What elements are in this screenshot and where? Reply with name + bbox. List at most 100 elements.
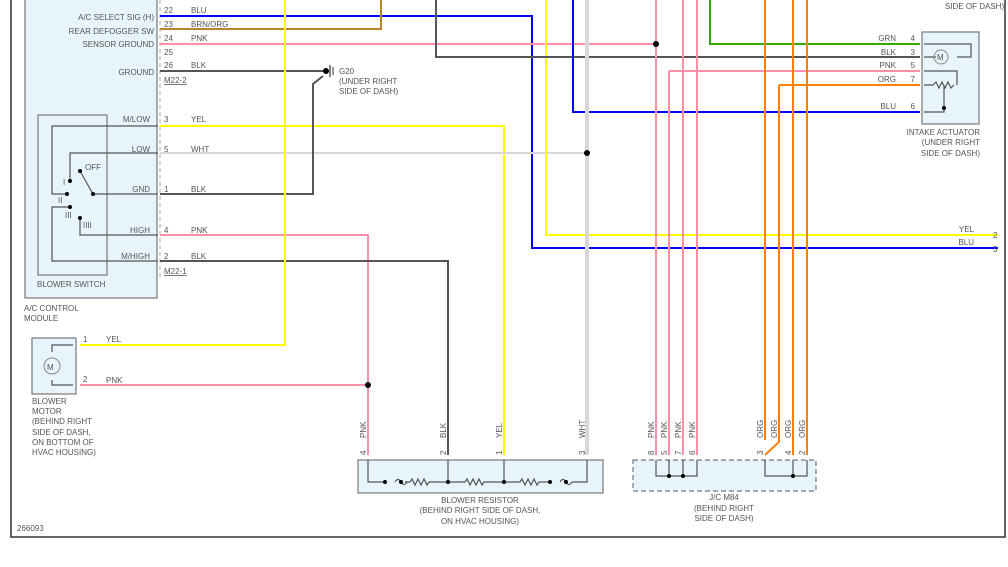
module-pin-numbers: 22 23 24 25 26 BLU BRN/ORG PNK BLK M22-2 bbox=[164, 6, 228, 85]
pin-function-label: REAR DEFOGGER SW bbox=[69, 27, 155, 36]
wire-color-label: YEL bbox=[495, 422, 504, 438]
pin-number: 5 bbox=[164, 145, 169, 154]
wire-color-label: PNK bbox=[106, 376, 123, 385]
pin-function-label: HIGH bbox=[130, 226, 150, 235]
component-label: SIDE OF DASH, bbox=[32, 428, 91, 437]
pin-function-label: A/C SELECT SIG (H) bbox=[78, 13, 154, 22]
pin-number: 6 bbox=[688, 450, 697, 455]
pin-number: 2 bbox=[798, 450, 807, 455]
right-edge-connections: YEL BLU 2 3 bbox=[958, 225, 998, 254]
junction-connector-m84: J/C M84 (BEHIND RIGHT SIDE OF DASH) 8 5 … bbox=[632, 420, 817, 523]
pin-number: 26 bbox=[164, 61, 173, 70]
pin-function-label: M/HIGH bbox=[121, 252, 150, 261]
wire-color-label: BLU bbox=[880, 102, 896, 111]
pin-number: 25 bbox=[164, 48, 173, 57]
wire-color-label: GRN bbox=[878, 34, 896, 43]
connector-id: M22-2 bbox=[164, 76, 187, 85]
pin-number: 4 bbox=[784, 450, 793, 455]
wire-color-label: PNK bbox=[191, 34, 208, 43]
pin-number: 2 bbox=[993, 231, 998, 240]
wire-color-label: PNK bbox=[647, 421, 656, 438]
wire-yel-motor bbox=[80, 0, 286, 346]
component-label: (BEHIND RIGHT SIDE OF DASH, bbox=[420, 506, 541, 515]
wire-blk-mhigh bbox=[160, 260, 449, 455]
component-label: SIDE OF DASH) bbox=[921, 149, 980, 158]
component-label: J/C M84 bbox=[709, 493, 739, 502]
pin-number: 7 bbox=[674, 450, 683, 455]
wire-color-label: PNK bbox=[660, 421, 669, 438]
component-label: (BEHIND RIGHT bbox=[32, 417, 92, 426]
splice-dot bbox=[365, 382, 371, 388]
pin-number: 3 bbox=[164, 115, 169, 124]
pin-number: 6 bbox=[911, 102, 916, 111]
switch-pin-numbers: 3 5 1 4 2 YEL WHT BLK PNK BLK M22-1 bbox=[164, 115, 209, 276]
wire-blk-actuator bbox=[435, 0, 920, 58]
component-label: (UNDER RIGHT bbox=[922, 138, 980, 147]
pin-number: 8 bbox=[647, 450, 656, 455]
blower-switch bbox=[37, 114, 108, 276]
switch-position-label: II bbox=[58, 196, 62, 205]
ground-label: G20 bbox=[339, 67, 355, 76]
blower-switch-label: BLOWER SWITCH bbox=[37, 280, 106, 289]
wire-color-label: YEL bbox=[106, 335, 122, 344]
ac-control-module bbox=[24, 0, 158, 299]
diagram-frame bbox=[10, 0, 1006, 538]
connector-id: M22-1 bbox=[164, 267, 187, 276]
pin-number: 2 bbox=[83, 375, 88, 384]
component-label: (BEHIND RIGHT bbox=[694, 504, 754, 513]
pin-number: 23 bbox=[164, 20, 173, 29]
wire-color-label: ORG bbox=[798, 420, 807, 438]
component-label: BLOWER RESISTOR bbox=[441, 496, 519, 505]
pin-number: 5 bbox=[660, 450, 669, 455]
wire-color-label: BLK bbox=[191, 185, 207, 194]
pin-function-label: M/LOW bbox=[123, 115, 151, 124]
pin-number: 4 bbox=[911, 34, 916, 43]
wire-yel-mlow bbox=[160, 125, 505, 455]
ground-location: SIDE OF DASH) bbox=[339, 87, 398, 96]
ground-g20: G20 (UNDER RIGHT SIDE OF DASH) bbox=[323, 65, 398, 96]
wires bbox=[80, 0, 998, 456]
pin-number: 4 bbox=[359, 450, 368, 455]
wire-color-label: WHT bbox=[578, 420, 587, 438]
pin-number: 2 bbox=[164, 252, 169, 261]
wire-color-label: YEL bbox=[959, 225, 975, 234]
ac-module-label: MODULE bbox=[24, 314, 58, 323]
motor-symbol: M bbox=[47, 363, 54, 372]
splice-dot bbox=[653, 41, 659, 47]
blower-motor: M 1 2 YEL PNK BLOWER MOTOR (BEHIND RIGHT… bbox=[31, 335, 123, 457]
pin-number: 3 bbox=[911, 48, 916, 57]
wire-color-label: ORG bbox=[784, 420, 793, 438]
wire-color-label: BLU bbox=[958, 238, 974, 247]
wire-pnk-high bbox=[160, 234, 369, 455]
wire-pnk-jc-5 bbox=[668, 70, 920, 455]
wire-color-label: BLK bbox=[439, 422, 448, 438]
pin-number: 1 bbox=[495, 450, 504, 455]
wire-color-label: PNK bbox=[191, 226, 208, 235]
wire-color-label: PNK bbox=[674, 421, 683, 438]
pin-number: 3 bbox=[578, 450, 587, 455]
blower-resistor: BLOWER RESISTOR (BEHIND RIGHT SIDE OF DA… bbox=[357, 420, 604, 526]
pin-number: 7 bbox=[911, 75, 916, 84]
component-label: ON BOTTOM OF bbox=[32, 438, 94, 447]
pin-number: 3 bbox=[756, 450, 765, 455]
wire-color-label: PNK bbox=[880, 61, 897, 70]
wire-brn-org-23 bbox=[160, 0, 382, 30]
wire-yel-right bbox=[545, 0, 998, 236]
wire-color-label: YEL bbox=[191, 115, 207, 124]
wire-color-label: PNK bbox=[688, 421, 697, 438]
top-location-label: SIDE OF DASH) bbox=[945, 2, 1004, 11]
ac-module-label: A/C CONTROL bbox=[24, 304, 79, 313]
module-pin-labels: A/C SELECT SIG (H) REAR DEFOGGER SW SENS… bbox=[69, 13, 155, 77]
component-label: INTAKE ACTUATOR bbox=[907, 128, 981, 137]
component-label: SIDE OF DASH) bbox=[694, 514, 753, 523]
pin-number: 2 bbox=[439, 450, 448, 455]
wire-color-label: BLK bbox=[191, 252, 207, 261]
pin-number: 22 bbox=[164, 6, 173, 15]
switch-position-label: OFF bbox=[85, 163, 101, 172]
wire-color-label: ORG bbox=[878, 75, 896, 84]
component-label: ON HVAC HOUSING) bbox=[441, 517, 519, 526]
switch-position-label: IIII bbox=[83, 221, 92, 230]
wire-color-label: PNK bbox=[359, 421, 368, 438]
wire-grn-actuator bbox=[709, 0, 920, 45]
component-label: BLOWER bbox=[32, 397, 67, 406]
